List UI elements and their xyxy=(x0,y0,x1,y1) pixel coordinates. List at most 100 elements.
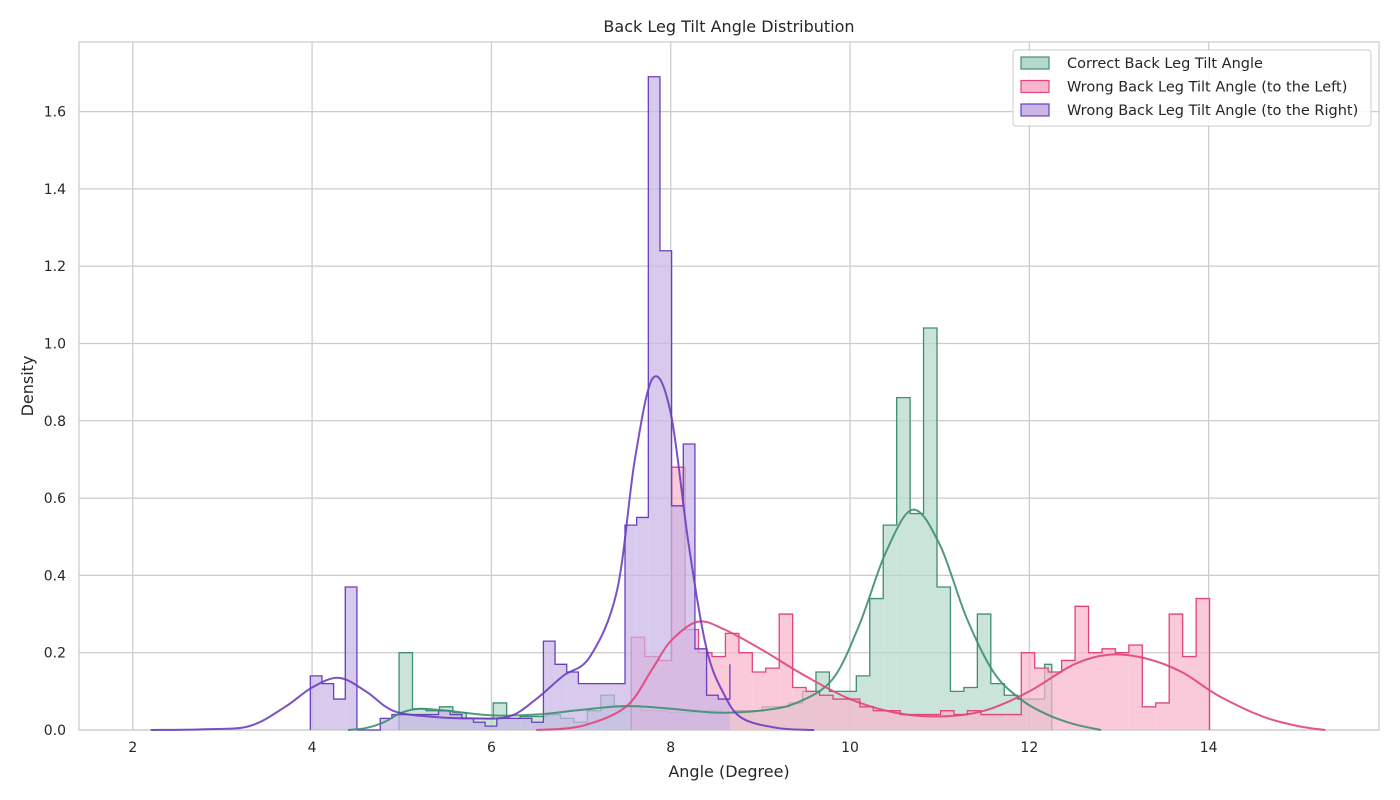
histogram-bar xyxy=(555,664,567,730)
histogram-bar xyxy=(310,675,322,730)
histogram-bar xyxy=(869,598,884,730)
histogram-bar xyxy=(923,328,937,730)
histogram-bar xyxy=(415,714,427,730)
legend-box xyxy=(1012,49,1372,127)
legend-swatch xyxy=(1020,79,1050,94)
histogram-bar xyxy=(1182,656,1197,730)
histogram-bar xyxy=(792,687,807,730)
histogram-bar xyxy=(718,699,730,730)
y-tick-label: 0.0 xyxy=(44,723,66,739)
histogram-bar xyxy=(954,714,968,730)
histogram-bar xyxy=(403,714,416,730)
histogram-bar xyxy=(671,505,684,730)
histogram-bar xyxy=(578,683,591,730)
legend: Correct Back Leg Tilt Angle Wrong Back Le… xyxy=(1012,49,1372,127)
histogram-bar xyxy=(833,699,847,730)
histogram-bar xyxy=(1007,714,1022,730)
histogram-bar xyxy=(508,718,521,730)
histogram-bar xyxy=(694,648,707,730)
histogram-bar xyxy=(391,714,404,730)
histogram-layer xyxy=(309,76,1211,731)
y-tick-label: 0.4 xyxy=(44,568,66,584)
x-tick-label: 8 xyxy=(666,740,675,756)
histogram-bar xyxy=(333,699,346,730)
y-tick-label: 1.0 xyxy=(44,336,66,352)
histogram-bar xyxy=(1142,706,1156,730)
kde-layer xyxy=(150,375,1326,731)
chart-title: Back Leg Tilt Angle Distribution xyxy=(603,17,854,36)
histogram-bar xyxy=(994,714,1008,730)
x-tick-label: 2 xyxy=(128,740,137,756)
histogram-bar xyxy=(543,641,556,730)
histogram-bar xyxy=(590,683,602,730)
kde-curve-0 xyxy=(347,508,1102,731)
histogram-bar xyxy=(1101,648,1116,730)
histogram-outline xyxy=(630,466,1211,730)
y-tick-label: 1.2 xyxy=(44,259,66,275)
histogram-bar xyxy=(473,722,486,730)
histogram-bar xyxy=(873,710,887,730)
histogram-bar xyxy=(846,699,860,730)
histogram-bar xyxy=(819,695,833,730)
histogram-bar xyxy=(940,710,955,730)
histogram-bar xyxy=(683,443,695,730)
histogram-bar xyxy=(1155,702,1170,730)
x-tick-label: 10 xyxy=(841,740,859,756)
histogram-bar xyxy=(859,706,874,730)
histogram-bar xyxy=(531,722,544,730)
histogram-bar xyxy=(910,513,924,730)
legend-label: Correct Back Leg Tilt Angle xyxy=(1067,56,1263,72)
kde-curve-1 xyxy=(536,620,1326,731)
x-tick-label: 4 xyxy=(308,740,317,756)
histogram-bar xyxy=(345,586,357,730)
histogram-bar xyxy=(967,710,981,730)
y-tick-label: 1.4 xyxy=(44,182,66,198)
legend-label: Wrong Back Leg Tilt Angle (to the Right) xyxy=(1067,103,1358,119)
x-tick-label: 6 xyxy=(487,740,496,756)
histogram-bar xyxy=(450,714,462,730)
histogram-bar xyxy=(896,397,911,730)
histogram-bar xyxy=(883,525,897,730)
x-axis-label: Angle (Degree) xyxy=(668,762,789,781)
histogram-bar xyxy=(485,726,497,730)
histogram-bar xyxy=(913,714,928,730)
histogram-bar xyxy=(1128,644,1143,730)
histogram-bar xyxy=(659,250,672,730)
y-tick-label: 0.2 xyxy=(44,646,66,662)
histogram-bar xyxy=(752,672,766,730)
histogram-bar xyxy=(1088,652,1102,730)
histogram-bar xyxy=(648,76,660,731)
histogram-bar xyxy=(1169,614,1183,730)
histogram-bar xyxy=(886,710,901,730)
legend-swatch xyxy=(1020,56,1050,70)
x-tick-label: 12 xyxy=(1020,740,1038,756)
y-axis: 0.0 0.2 0.4 0.6 0.8 1.0 1.2 1.4 1.6 xyxy=(44,105,66,739)
histogram-bar xyxy=(461,718,474,730)
histogram-bar xyxy=(479,718,494,730)
histogram-bar xyxy=(738,652,753,730)
histogram-bar xyxy=(1034,668,1049,730)
y-axis-label: Density xyxy=(18,356,37,417)
histogram-bar xyxy=(937,586,951,730)
histogram-bar xyxy=(496,718,509,730)
histogram-bar xyxy=(321,683,334,730)
histogram-bar xyxy=(900,714,914,730)
legend-label: Wrong Back Leg Tilt Angle (to the Left) xyxy=(1067,80,1347,96)
kde-curve-2 xyxy=(150,375,815,731)
histogram-bar xyxy=(625,525,637,730)
y-tick-label: 0.6 xyxy=(44,491,66,507)
plot-area xyxy=(78,41,1380,731)
histogram-bar xyxy=(765,668,780,730)
histogram-bar xyxy=(1115,652,1129,730)
histogram-bar xyxy=(636,517,649,730)
histogram-bar xyxy=(566,672,579,730)
histogram-bar xyxy=(980,714,995,730)
histogram-bar xyxy=(520,718,532,730)
histogram-outline xyxy=(309,76,731,731)
histogram-bar xyxy=(806,691,820,730)
histogram-bar xyxy=(1075,606,1089,730)
histogram-bar xyxy=(977,614,991,730)
histogram-bar xyxy=(1048,672,1062,730)
x-tick-label: 14 xyxy=(1200,740,1218,756)
